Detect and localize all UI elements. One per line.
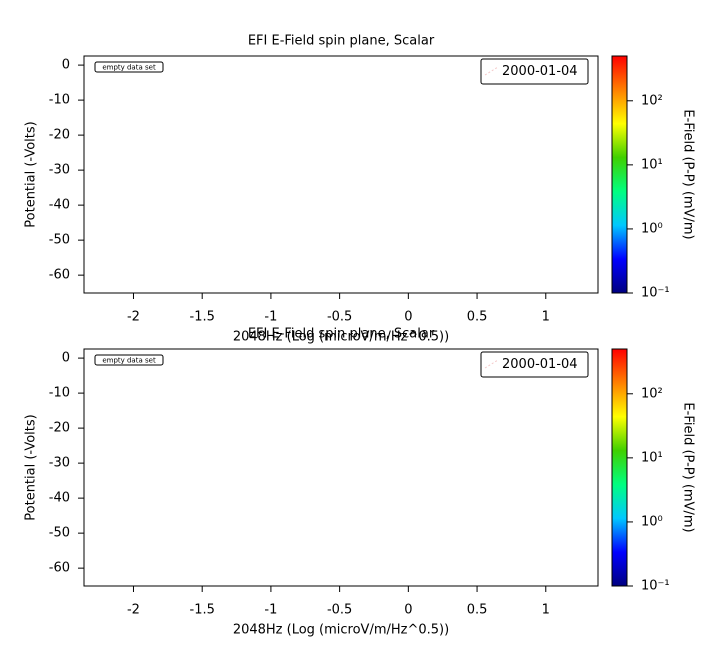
colorbar-tick-label: 10⁻¹ bbox=[641, 579, 670, 594]
y-tick-label: -40 bbox=[49, 198, 70, 213]
x-tick-label: 0 bbox=[404, 310, 412, 325]
colorbar-tick-label: 10⁻¹ bbox=[641, 286, 670, 301]
x-tick-label: -2 bbox=[127, 310, 140, 325]
chart-title: EFI E-Field spin plane, Scalar bbox=[248, 34, 435, 49]
annotation: empty data set bbox=[102, 64, 156, 72]
x-tick-label: 0.5 bbox=[467, 310, 488, 325]
x-tick-label: -2 bbox=[127, 603, 140, 618]
x-tick-label: 0.5 bbox=[467, 603, 488, 618]
y-tick-label: -60 bbox=[49, 268, 70, 283]
plot-frame bbox=[83, 55, 599, 294]
y-tick-label: 0 bbox=[62, 58, 70, 73]
colorbar-tick-label: 10² bbox=[641, 386, 663, 401]
colorbar bbox=[611, 348, 628, 587]
x-tick-label: 1 bbox=[542, 310, 550, 325]
y-tick-label: -20 bbox=[49, 128, 70, 143]
annotation-box bbox=[94, 354, 164, 366]
annotation-box bbox=[94, 61, 164, 73]
colorbar-tick-label: 10¹ bbox=[641, 450, 663, 465]
legend-swatch bbox=[484, 359, 499, 369]
y-tick-label: -50 bbox=[49, 233, 70, 248]
colorbar-label: E-Field (P-P) (mV/m) bbox=[681, 109, 696, 239]
y-tick-label: -30 bbox=[49, 163, 70, 178]
colorbar-label: E-Field (P-P) (mV/m) bbox=[681, 402, 696, 532]
legend-label: 2000-01-04 bbox=[502, 64, 578, 79]
x-tick-label: 0 bbox=[404, 603, 412, 618]
y-axis-label: Potential (-Volts) bbox=[24, 121, 39, 227]
y-tick-label: -50 bbox=[49, 526, 70, 541]
y-tick-label: -10 bbox=[49, 93, 70, 108]
colorbar-tick-label: 10⁰ bbox=[641, 221, 663, 236]
legend-box bbox=[480, 351, 589, 378]
x-tick-label: -0.5 bbox=[327, 603, 352, 618]
x-tick-label: -1.5 bbox=[190, 603, 215, 618]
legend-box bbox=[480, 58, 589, 85]
plot-frame bbox=[83, 348, 599, 587]
colorbar bbox=[611, 55, 628, 294]
colorbar-tick-label: 10⁰ bbox=[641, 514, 663, 529]
x-tick-label: -0.5 bbox=[327, 310, 352, 325]
x-axis-label: 2048Hz (Log (microV/m/Hz^0.5)) bbox=[233, 623, 449, 638]
legend-label: 2000-01-04 bbox=[502, 357, 578, 372]
x-axis-label: 2048Hz (Log (microV/m/Hz^0.5)) bbox=[233, 330, 449, 345]
annotation: empty data set bbox=[102, 357, 156, 365]
x-tick-label: -1 bbox=[264, 603, 277, 618]
colorbar-tick-label: 10² bbox=[641, 93, 663, 108]
y-tick-label: -60 bbox=[49, 561, 70, 576]
colorbar-tick-label: 10¹ bbox=[641, 157, 663, 172]
legend-swatch bbox=[484, 66, 499, 76]
y-tick-label: -30 bbox=[49, 456, 70, 471]
y-tick-label: -20 bbox=[49, 421, 70, 436]
y-tick-label: -10 bbox=[49, 386, 70, 401]
y-tick-label: 0 bbox=[62, 351, 70, 366]
y-axis-label: Potential (-Volts) bbox=[24, 414, 39, 520]
x-tick-label: 1 bbox=[542, 603, 550, 618]
chart-title: EFI E-Field spin plane, Scalar bbox=[248, 327, 435, 342]
x-tick-label: -1.5 bbox=[190, 310, 215, 325]
x-tick-label: -1 bbox=[264, 310, 277, 325]
y-tick-label: -40 bbox=[49, 491, 70, 506]
